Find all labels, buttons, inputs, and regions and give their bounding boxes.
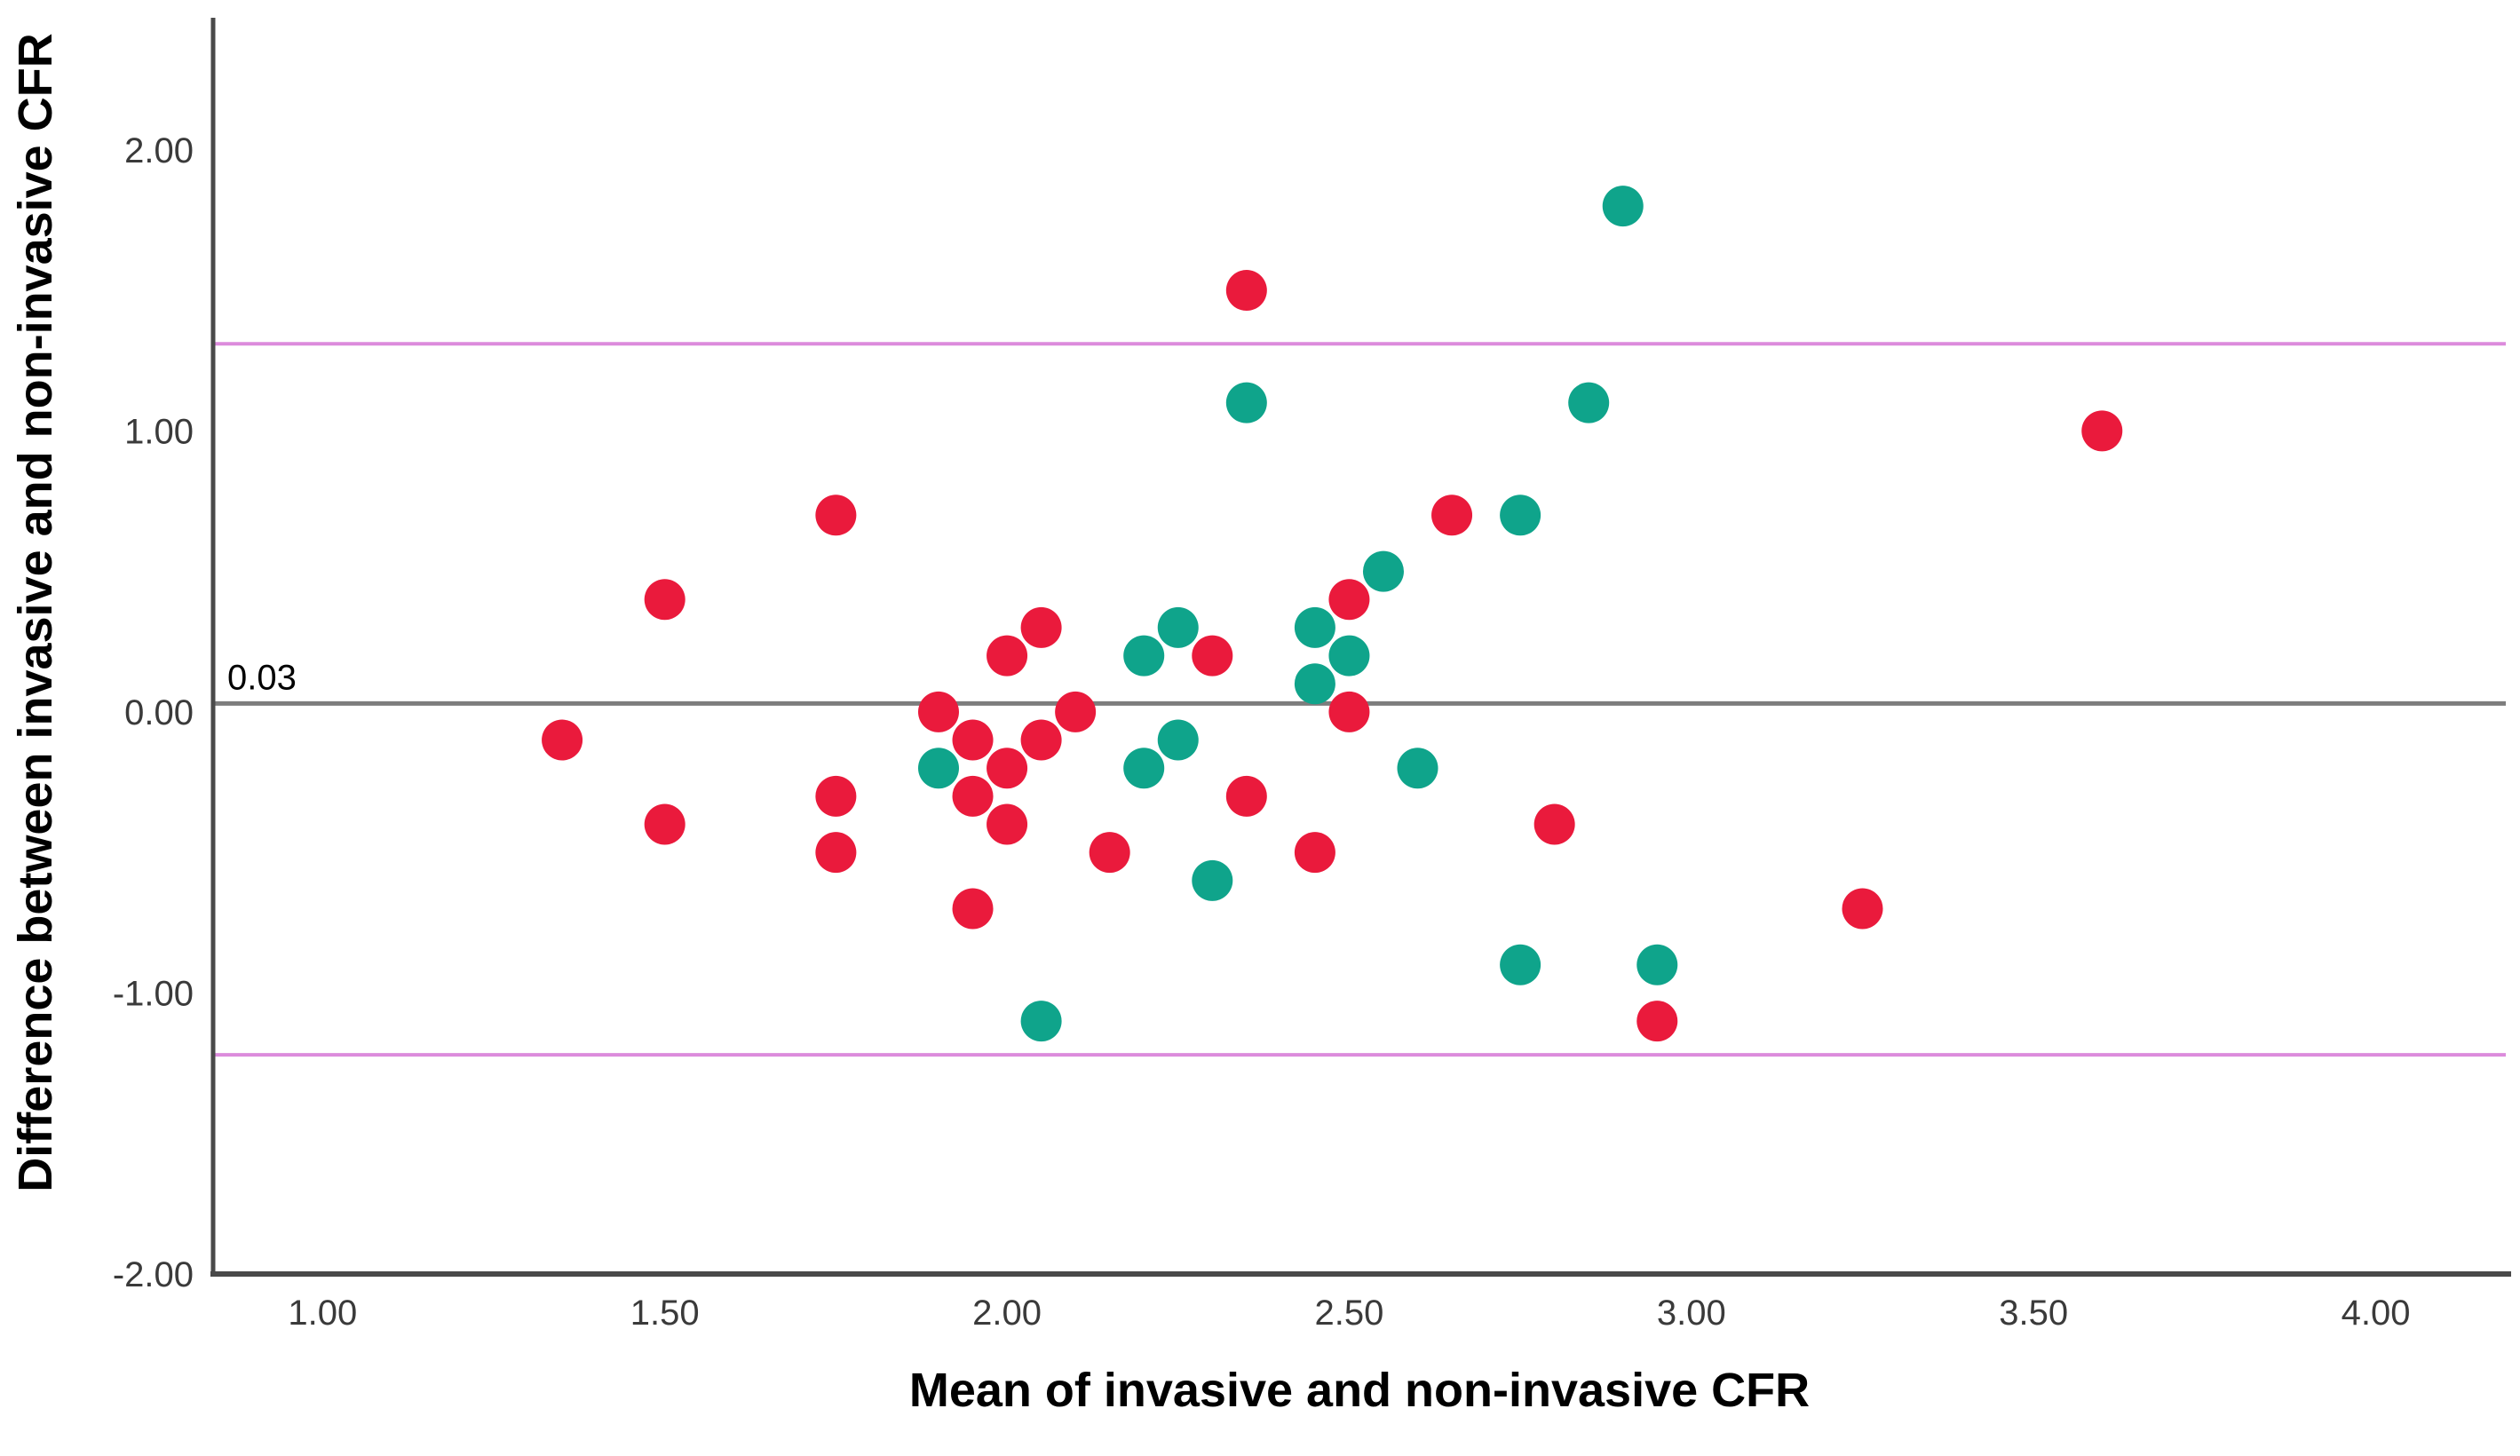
data-point-red-group [952,775,994,817]
data-point-red-group [1533,803,1575,845]
data-point-red-group [1294,832,1335,874]
x-tick-label: 3.50 [1999,1294,2068,1333]
data-point-teal-group [1362,550,1404,592]
y-tick-label: 2.00 [124,131,194,170]
x-tick-label: 2.50 [1315,1294,1384,1333]
data-point-teal-group [1500,495,1541,536]
x-tick-label: 4.00 [2342,1294,2411,1333]
data-point-teal-group [1123,748,1165,789]
data-point-red-group [1328,579,1370,621]
data-point-red-group [917,691,959,732]
data-point-red-group [2081,410,2123,452]
data-points [542,186,2123,1042]
data-point-teal-group [1294,606,1335,648]
data-point-red-group [1842,888,1883,930]
data-point-red-group [1225,775,1267,817]
data-point-red-group [644,579,685,621]
data-point-red-group [1020,719,1062,761]
data-point-teal-group [1568,382,1610,423]
data-point-teal-group [1020,1001,1062,1042]
y-tick-label: -2.00 [113,1255,194,1294]
data-point-red-group [1225,270,1267,312]
data-point-teal-group [1636,944,1678,985]
x-tick-label: 3.00 [1657,1294,1726,1333]
y-axis-title: Difference between invasive and non-inva… [9,33,62,1191]
data-point-red-group [1055,691,1097,732]
data-point-teal-group [1602,186,1644,227]
data-point-red-group [1328,691,1370,732]
data-point-teal-group [1123,635,1165,677]
data-point-red-group [815,495,857,536]
y-tick-label: 0.00 [124,693,194,732]
data-point-teal-group [1225,382,1267,423]
data-point-red-group [1089,832,1130,874]
x-axis-title: Mean of invasive and non-invasive CFR [909,1364,1810,1417]
data-point-red-group [1636,1001,1678,1042]
data-point-teal-group [1294,663,1335,705]
y-tick-label: -1.00 [113,974,194,1013]
data-point-red-group [952,719,994,761]
data-point-red-group [952,888,994,930]
axes [210,18,2511,1277]
mean-value-label: 0.03 [227,658,297,697]
data-point-red-group [815,832,857,874]
data-point-teal-group [1192,859,1233,901]
data-point-red-group [815,775,857,817]
data-point-red-group [1431,495,1473,536]
data-point-teal-group [1328,635,1370,677]
data-point-red-group [987,748,1028,789]
data-point-teal-group [1397,748,1438,789]
data-point-red-group [644,803,685,845]
data-point-red-group [987,803,1028,845]
y-tick-label: 1.00 [124,412,194,451]
data-point-red-group [542,719,583,761]
data-point-red-group [1192,635,1233,677]
x-tick-label: 1.50 [630,1294,700,1333]
data-point-teal-group [1157,606,1199,648]
data-point-teal-group [1500,944,1541,985]
data-point-teal-group [917,748,959,789]
x-tick-label: 2.00 [972,1294,1042,1333]
data-point-red-group [1020,606,1062,648]
data-point-teal-group [1157,719,1199,761]
data-point-red-group [987,635,1028,677]
tick-labels: 1.00 1.50 2.00 2.50 3.00 3.50 4.00 2.00 1.00 0.00… [113,131,2411,1333]
x-tick-label: 1.00 [288,1294,357,1333]
